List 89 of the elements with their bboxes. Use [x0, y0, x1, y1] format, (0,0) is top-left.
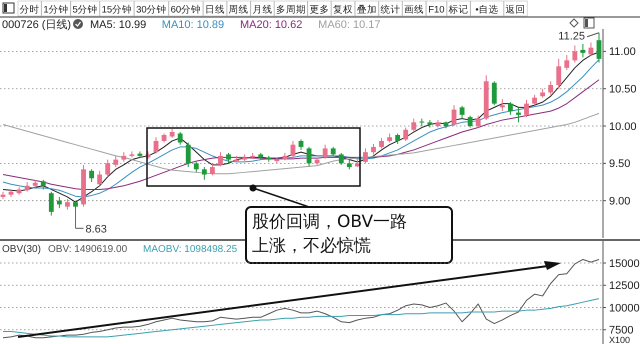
candlestick [194, 161, 199, 173]
candlestick [556, 58, 562, 90]
chart-title: OBV(30) [2, 244, 41, 255]
candlestick [24, 182, 30, 192]
candlestick [113, 155, 118, 168]
candlestick [40, 179, 46, 190]
text: MA60: 10.17 [318, 19, 381, 31]
y-tick-label: 7500 [609, 324, 634, 337]
text: 叠加 [356, 4, 377, 16]
text: 1分钟 [43, 4, 69, 16]
candlestick [48, 191, 54, 216]
text: 月线 [252, 4, 272, 16]
candlestick [460, 105, 464, 120]
candlestick [89, 168, 94, 183]
candlestick [403, 127, 408, 142]
candlestick [226, 152, 231, 164]
candlestick [210, 162, 215, 176]
candlestick [338, 152, 344, 166]
text: 15分钟 [102, 4, 132, 16]
candlestick [395, 133, 400, 144]
candlestick [532, 94, 537, 106]
text: 返回 [506, 4, 526, 16]
y-tick-label: 10.50 [609, 84, 637, 96]
candlestick [306, 146, 312, 167]
candlestick [65, 198, 70, 210]
text: 更多 [309, 4, 330, 16]
text: 标记 [448, 4, 469, 16]
annotation: 11.25 [558, 30, 585, 43]
text: 画线 [404, 4, 424, 16]
candlestick [572, 44, 578, 64]
candlestick [363, 148, 368, 164]
candlestick [524, 99, 529, 118]
candlestick [56, 196, 62, 209]
candlestick [411, 118, 416, 133]
candlestick [588, 42, 594, 56]
y-axis-title: X100 [609, 335, 630, 344]
candlestick [218, 152, 223, 167]
candlestick [492, 80, 497, 106]
candlestick [178, 132, 183, 146]
line-series [2, 79, 600, 190]
candlestick [371, 143, 376, 155]
candlestick [548, 80, 554, 96]
annotation: 股价回调，OBV一路上涨，不必惊慌 [252, 211, 408, 258]
text: MA10: 10.89 [162, 19, 224, 31]
y-tick-label: 10.00 [609, 120, 637, 133]
candlestick [154, 136, 158, 154]
candlestick [516, 106, 521, 123]
candlestick [508, 102, 513, 116]
text: 周线 [228, 4, 249, 16]
y-tick-label: 11.00 [609, 46, 636, 58]
candlestick [580, 43, 586, 58]
candlestick [298, 138, 304, 150]
text: 5分钟 [72, 4, 98, 16]
line-series [2, 298, 600, 338]
text: 统计 [380, 4, 400, 16]
text: OBV: 1490619.00 [48, 244, 128, 255]
y-tick-label: 15000 [609, 258, 640, 270]
y-tick-label: 9.00 [609, 196, 630, 208]
text: 复权 [333, 4, 354, 16]
text: MAOBV: 1098498.25 [143, 244, 238, 255]
y-tick-label: 9.50 [609, 158, 630, 170]
candlestick [468, 115, 473, 128]
text: MA5: 10.99 [90, 19, 146, 31]
y-tick-label: 12500 [609, 280, 640, 292]
text: 60分钟 [170, 4, 202, 16]
text: 分时 [20, 4, 40, 16]
chart-title: 000726 (日线) [2, 18, 72, 31]
candlestick [476, 115, 481, 128]
annotation: 8.63 [85, 223, 107, 236]
candlestick [105, 159, 110, 178]
candlestick [97, 170, 102, 186]
text: 30分钟 [136, 4, 167, 16]
candlestick [452, 104, 456, 127]
y-tick-label: 10000 [609, 302, 640, 314]
line-series [2, 112, 600, 174]
candlestick [500, 98, 505, 112]
text: F10 [428, 4, 445, 16]
candlestick [322, 144, 328, 160]
candlestick [564, 54, 570, 71]
candlestick [73, 200, 78, 229]
candlestick [186, 142, 191, 168]
text: 多周期 [276, 4, 306, 16]
candlestick [290, 140, 296, 158]
candlestick [202, 166, 207, 180]
text: MA20: 10.62 [240, 19, 302, 31]
text: 日线 [205, 4, 225, 16]
candlestick [596, 32, 602, 64]
candlestick [379, 137, 384, 149]
text: •自选 [475, 4, 499, 16]
